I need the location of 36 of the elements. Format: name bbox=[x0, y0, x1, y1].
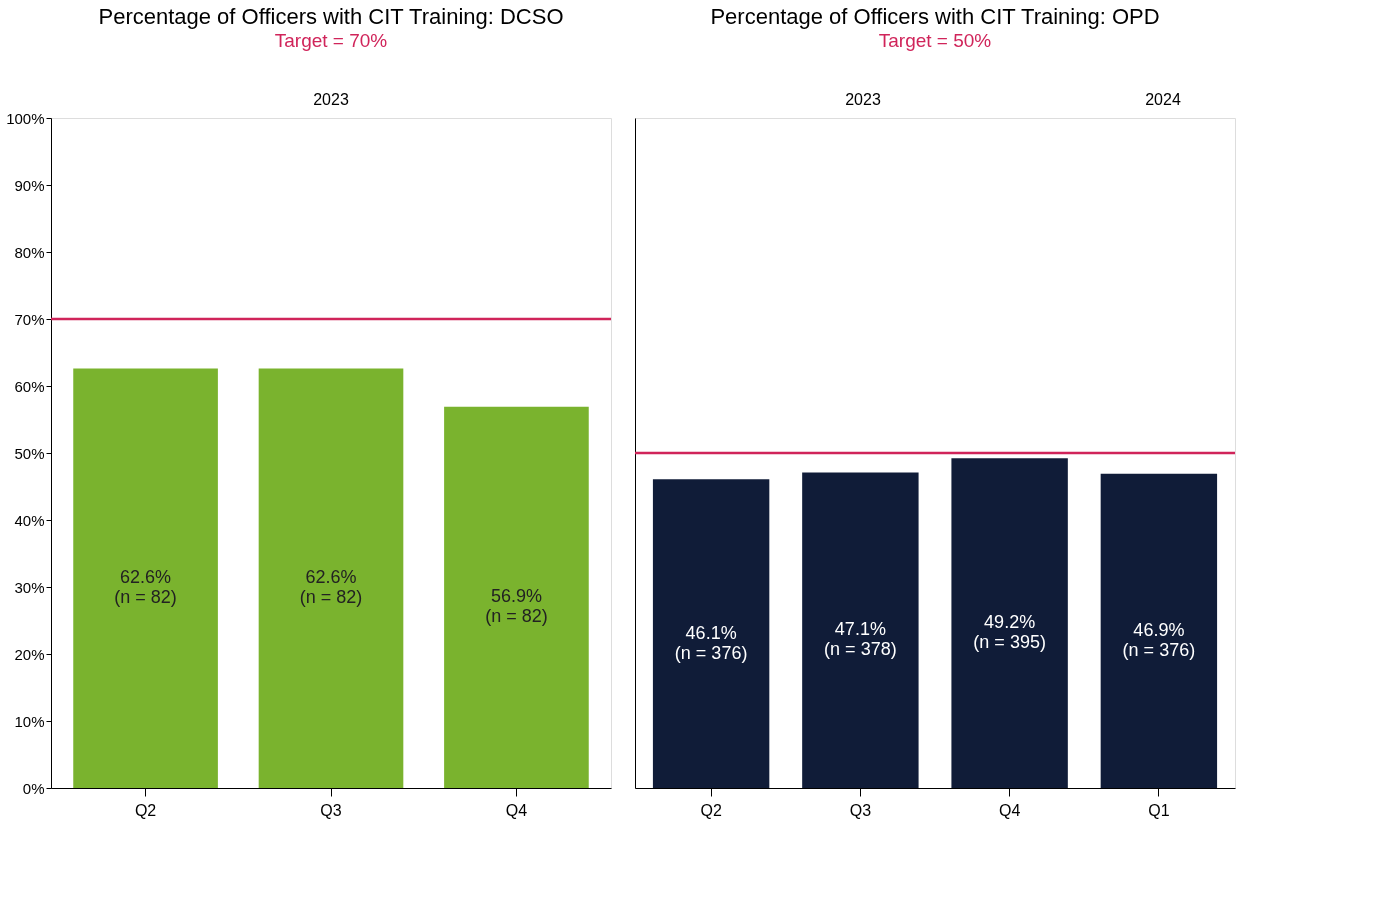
y-tick-label: 80% bbox=[14, 243, 45, 261]
chart-title: Percentage of Officers with CIT Training: DCSO bbox=[98, 4, 564, 29]
y-tick-label: 30% bbox=[14, 578, 45, 596]
text: 56.9% (n = 82) bbox=[485, 586, 548, 627]
y-tick-label: 70% bbox=[14, 310, 45, 328]
bar bbox=[802, 472, 919, 788]
y-tick-label: 20% bbox=[14, 645, 45, 663]
y-tick-label: 90% bbox=[14, 176, 45, 194]
y-tick-label: 10% bbox=[14, 712, 45, 730]
y-tick-label: 50% bbox=[14, 444, 45, 462]
bar bbox=[652, 479, 770, 788]
text: 47.1% (n = 378) bbox=[824, 619, 897, 660]
chart-subtitle: Target = 50% bbox=[878, 30, 992, 51]
x-tick-label: Q1 bbox=[1148, 801, 1170, 819]
y-tick-label: 100% bbox=[6, 109, 45, 127]
text: 62.6% (n = 82) bbox=[114, 567, 177, 608]
chart-title: Percentage of Officers with CIT Training: OPD bbox=[710, 4, 1160, 29]
bar bbox=[951, 458, 1068, 788]
text: 46.1% (n = 376) bbox=[674, 622, 748, 663]
x-tick-label: Q4 bbox=[998, 801, 1021, 819]
text: 62.6% (n = 82) bbox=[299, 567, 363, 608]
text: 2024 bbox=[1145, 91, 1181, 108]
y-tick-label: 40% bbox=[14, 511, 45, 529]
y-tick-label: 0% bbox=[22, 779, 45, 797]
text: 46.9% (n = 376) bbox=[1122, 619, 1196, 660]
x-tick-label: Q2 bbox=[134, 801, 157, 819]
bar bbox=[1100, 473, 1218, 788]
text: 49.2% (n = 395) bbox=[973, 612, 1046, 653]
x-tick-label: Q2 bbox=[700, 801, 722, 819]
text: 2023 bbox=[845, 91, 881, 108]
chart-subtitle: Target = 70% bbox=[274, 30, 388, 51]
x-tick-label: Q3 bbox=[320, 801, 342, 819]
x-tick-label: Q3 bbox=[849, 801, 872, 819]
y-tick-label: 60% bbox=[14, 377, 45, 395]
text: 2023 bbox=[313, 91, 349, 108]
x-tick-label: Q4 bbox=[505, 801, 528, 819]
